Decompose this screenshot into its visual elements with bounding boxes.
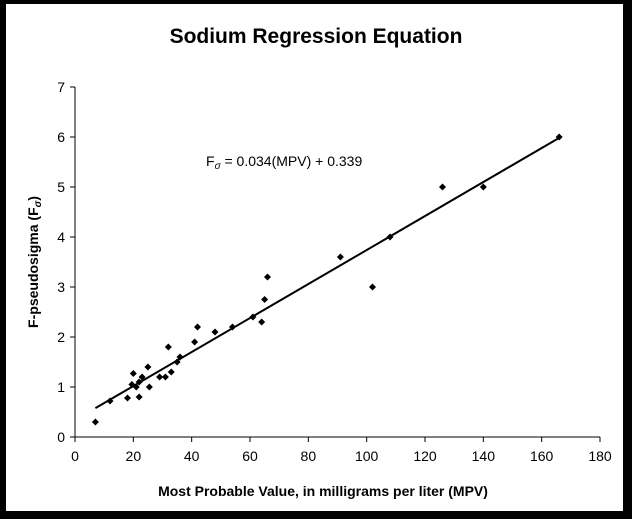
data-point bbox=[164, 343, 172, 351]
data-point bbox=[439, 183, 446, 191]
x-tick-label: 140 bbox=[472, 448, 496, 464]
x-axis-label: Most Probable Value, in milligrams per l… bbox=[158, 483, 488, 499]
y-axis-label: F-pseudosigma (Fσ) bbox=[25, 196, 44, 328]
y-tick-label: 0 bbox=[57, 429, 65, 445]
axes: 0 20 40 60 80 100 120 140 160 180 0 1 2 3 4 5 6 7 bbox=[57, 79, 612, 464]
data-point bbox=[258, 318, 266, 326]
equation-prefix: F bbox=[206, 153, 215, 169]
x-tick-label: 180 bbox=[588, 448, 612, 464]
x-tick-label: 120 bbox=[413, 448, 437, 464]
y-tick-label: 6 bbox=[57, 129, 65, 145]
data-point bbox=[106, 397, 114, 405]
data-point bbox=[479, 183, 487, 191]
chart-title: Sodium Regression Equation bbox=[170, 25, 463, 48]
x-tick-label: 80 bbox=[301, 448, 317, 464]
data-point bbox=[264, 273, 271, 281]
data-point bbox=[124, 394, 131, 402]
data-point bbox=[145, 383, 153, 391]
y-ticks: 0 1 2 3 4 5 6 7 bbox=[57, 79, 75, 445]
y-tick-label: 2 bbox=[57, 329, 65, 345]
data-point bbox=[144, 363, 152, 371]
equation-rest: = 0.034(MPV) + 0.339 bbox=[221, 153, 363, 169]
data-point bbox=[167, 368, 175, 376]
data-point bbox=[156, 373, 164, 381]
data-point bbox=[132, 383, 140, 391]
data-point bbox=[135, 378, 143, 386]
data-point bbox=[249, 313, 257, 321]
x-tick-label: 0 bbox=[71, 448, 79, 464]
data-point bbox=[211, 328, 219, 336]
data-point bbox=[229, 323, 236, 331]
x-tick-label: 40 bbox=[184, 448, 200, 464]
x-tick-label: 20 bbox=[126, 448, 142, 464]
data-point bbox=[191, 338, 199, 346]
data-point bbox=[173, 358, 181, 366]
data-point bbox=[161, 373, 169, 381]
data-point bbox=[369, 283, 376, 291]
data-point bbox=[194, 323, 201, 331]
x-tick-label: 160 bbox=[530, 448, 554, 464]
chart-panel bbox=[6, 4, 623, 511]
data-point bbox=[336, 253, 344, 261]
data-point bbox=[138, 373, 146, 381]
y-tick-label: 5 bbox=[57, 179, 65, 195]
data-point bbox=[555, 133, 563, 141]
y-tick-label: 3 bbox=[57, 279, 65, 295]
data-point bbox=[176, 353, 184, 361]
data-point bbox=[129, 370, 137, 377]
x-tick-label: 60 bbox=[242, 448, 258, 464]
regression-line bbox=[94, 136, 560, 410]
y-tick-label: 1 bbox=[57, 379, 65, 395]
x-tick-label: 100 bbox=[355, 448, 379, 464]
equation-subscript: σ bbox=[215, 161, 222, 172]
y-axis-label-close: ) bbox=[25, 196, 41, 201]
data-point bbox=[91, 418, 99, 426]
x-ticks: 0 20 40 60 80 100 120 140 160 180 bbox=[71, 437, 612, 464]
y-axis-label-main: F-pseudosigma (F bbox=[25, 207, 41, 328]
data-points bbox=[91, 133, 563, 426]
y-axis-label-sub: σ bbox=[33, 200, 44, 207]
data-point bbox=[386, 233, 394, 241]
regression-equation: Fσ = 0.034(MPV) + 0.339 bbox=[206, 153, 362, 172]
data-point bbox=[261, 296, 269, 303]
data-point bbox=[135, 393, 143, 401]
y-tick-label: 7 bbox=[57, 79, 65, 95]
y-tick-label: 4 bbox=[57, 229, 65, 245]
